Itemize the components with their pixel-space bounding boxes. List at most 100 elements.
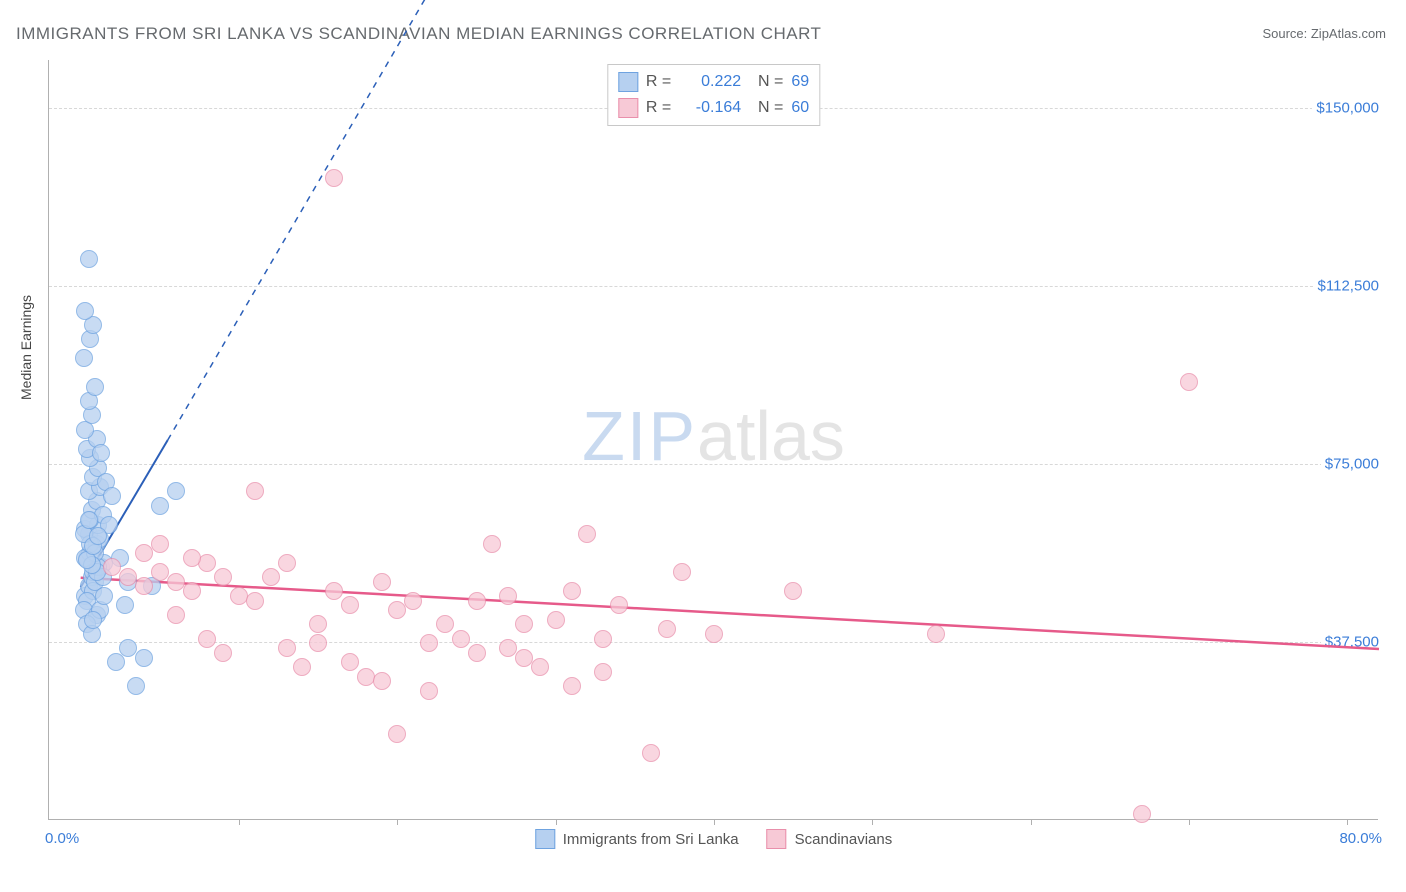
x-axis-min-label: 0.0% xyxy=(45,830,79,847)
data-point-scandinavian xyxy=(341,596,359,614)
x-tick-mark xyxy=(556,819,557,825)
data-point-scandinavian xyxy=(563,582,581,600)
data-point-srilanka xyxy=(151,497,169,515)
data-point-scandinavian xyxy=(483,535,501,553)
legend-swatch-scandinavian xyxy=(767,829,787,849)
correlation-stats-legend: R = 0.222 N = 69 R = -0.164 N = 60 xyxy=(607,64,820,126)
n-value-scandinavian: 60 xyxy=(791,95,809,121)
data-point-scandinavian xyxy=(183,582,201,600)
data-point-srilanka xyxy=(92,444,110,462)
n-label: N = xyxy=(749,69,783,95)
data-point-scandinavian xyxy=(547,611,565,629)
stats-row-scandinavian: R = -0.164 N = 60 xyxy=(618,95,809,121)
data-point-srilanka xyxy=(103,487,121,505)
swatch-scandinavian xyxy=(618,98,638,118)
data-point-scandinavian xyxy=(499,587,517,605)
data-point-scandinavian xyxy=(578,525,596,543)
data-point-scandinavian xyxy=(673,563,691,581)
data-point-scandinavian xyxy=(452,630,470,648)
data-point-scandinavian xyxy=(309,615,327,633)
r-label: R = xyxy=(646,69,671,95)
data-point-scandinavian xyxy=(420,634,438,652)
data-point-scandinavian xyxy=(468,592,486,610)
data-point-srilanka xyxy=(127,677,145,695)
stats-row-srilanka: R = 0.222 N = 69 xyxy=(618,69,809,95)
swatch-srilanka xyxy=(618,72,638,92)
series-legend: Immigrants from Sri Lanka Scandinavians xyxy=(535,829,892,849)
data-point-scandinavian xyxy=(198,630,216,648)
data-point-scandinavian xyxy=(214,644,232,662)
data-point-scandinavian xyxy=(246,482,264,500)
data-point-scandinavian xyxy=(293,658,311,676)
data-point-scandinavian xyxy=(135,544,153,562)
x-tick-mark xyxy=(1189,819,1190,825)
data-point-scandinavian xyxy=(278,554,296,572)
legend-swatch-srilanka xyxy=(535,829,555,849)
data-point-scandinavian xyxy=(436,615,454,633)
data-point-scandinavian xyxy=(246,592,264,610)
data-point-scandinavian xyxy=(927,625,945,643)
chart-title: IMMIGRANTS FROM SRI LANKA VS SCANDINAVIA… xyxy=(16,24,821,44)
data-point-srilanka xyxy=(86,378,104,396)
data-point-srilanka xyxy=(75,349,93,367)
x-tick-mark xyxy=(239,819,240,825)
data-point-scandinavian xyxy=(594,630,612,648)
chart-plot-area: ZIPatlas $37,500$75,000$112,500$150,000 … xyxy=(48,60,1378,820)
data-point-scandinavian xyxy=(515,615,533,633)
data-point-srilanka xyxy=(84,611,102,629)
data-point-scandinavian xyxy=(420,682,438,700)
r-label: R = xyxy=(646,95,671,121)
y-axis-label: Median Earnings xyxy=(18,295,34,400)
data-point-scandinavian xyxy=(278,639,296,657)
data-point-srilanka xyxy=(89,527,107,545)
data-point-srilanka xyxy=(107,653,125,671)
data-point-srilanka xyxy=(76,302,94,320)
data-point-scandinavian xyxy=(373,672,391,690)
data-point-scandinavian xyxy=(373,573,391,591)
data-point-scandinavian xyxy=(784,582,802,600)
data-point-scandinavian xyxy=(198,554,216,572)
data-point-scandinavian xyxy=(214,568,232,586)
legend-label-scandinavian: Scandinavians xyxy=(795,831,893,848)
data-point-scandinavian xyxy=(309,634,327,652)
n-label: N = xyxy=(749,95,783,121)
data-point-srilanka xyxy=(95,587,113,605)
data-point-scandinavian xyxy=(705,625,723,643)
data-point-scandinavian xyxy=(341,653,359,671)
data-point-scandinavian xyxy=(135,577,153,595)
data-point-srilanka xyxy=(135,649,153,667)
data-point-scandinavian xyxy=(468,644,486,662)
data-point-srilanka xyxy=(167,482,185,500)
r-value-scandinavian: -0.164 xyxy=(679,95,741,121)
r-value-srilanka: 0.222 xyxy=(679,69,741,95)
data-point-scandinavian xyxy=(642,744,660,762)
data-point-scandinavian xyxy=(183,549,201,567)
source-attribution: Source: ZipAtlas.com xyxy=(1262,26,1386,41)
legend-label-srilanka: Immigrants from Sri Lanka xyxy=(563,831,739,848)
legend-item-scandinavian: Scandinavians xyxy=(767,829,893,849)
x-tick-mark xyxy=(714,819,715,825)
data-point-srilanka xyxy=(80,250,98,268)
data-point-scandinavian xyxy=(404,592,422,610)
data-point-scandinavian xyxy=(658,620,676,638)
data-point-scandinavian xyxy=(563,677,581,695)
data-point-scandinavian xyxy=(1133,805,1151,823)
data-point-scandinavian xyxy=(167,606,185,624)
x-tick-mark xyxy=(1031,819,1032,825)
x-axis-max-label: 80.0% xyxy=(1339,830,1382,847)
data-point-scandinavian xyxy=(325,169,343,187)
x-tick-mark xyxy=(397,819,398,825)
data-point-scandinavian xyxy=(151,535,169,553)
x-tick-mark xyxy=(1347,819,1348,825)
n-value-srilanka: 69 xyxy=(791,69,809,95)
data-point-srilanka xyxy=(119,639,137,657)
data-point-scandinavian xyxy=(262,568,280,586)
data-point-scandinavian xyxy=(388,725,406,743)
data-point-scandinavian xyxy=(531,658,549,676)
legend-item-srilanka: Immigrants from Sri Lanka xyxy=(535,829,739,849)
data-point-scandinavian xyxy=(610,596,628,614)
data-point-srilanka xyxy=(116,596,134,614)
data-point-srilanka xyxy=(80,511,98,529)
x-tick-mark xyxy=(872,819,873,825)
data-point-scandinavian xyxy=(1180,373,1198,391)
